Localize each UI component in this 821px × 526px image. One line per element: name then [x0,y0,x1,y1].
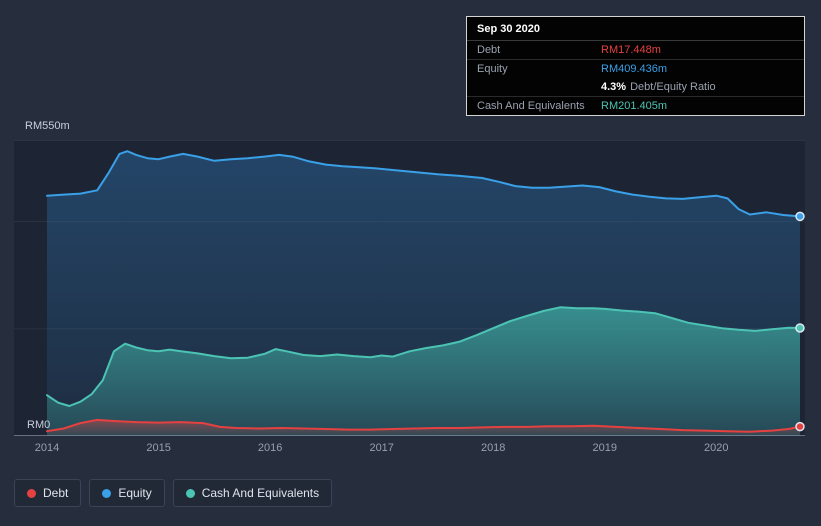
tooltip-cash-label: Cash And Equivalents [477,100,585,112]
cash-area [47,307,800,436]
legend-cash-label: Cash And Equivalents [201,486,320,500]
tooltip-equity-label: Equity [477,63,508,75]
equity-line [46,150,801,218]
debt-dot-icon [27,488,36,498]
x-axis: 2014 2015 2016 2017 2018 2019 2020 [14,442,805,458]
x-tick-2014: 2014 [34,442,60,454]
debt-area [47,419,800,436]
tooltip-row-cash: Cash And Equivalents RM201.405m [467,96,804,115]
chart-plot-area[interactable] [14,140,805,436]
tooltip-debt-value: RM17.448m [601,44,661,56]
x-tick-2016: 2016 [257,442,283,454]
legend-equity-label: Equity [118,486,152,500]
x-tick-2020: 2020 [704,442,729,454]
legend-item-cash[interactable]: Cash And Equivalents [172,479,333,507]
debt-equity-chart[interactable] [14,141,805,436]
legend: Debt Equity Cash And Equivalents [14,479,333,507]
debt-line [46,418,801,433]
cash-line [46,306,801,407]
y-axis-zero-label: RM0 [27,419,51,431]
tooltip-row-debt: Debt RM17.448m [467,41,804,59]
debt-endpoint-marker [795,421,805,432]
tooltip-cash-value: RM201.405m [601,100,668,112]
legend-item-debt[interactable]: Debt [14,479,82,507]
chart-tooltip: Sep 30 2020 Debt RM17.448m Equity RM409.… [466,16,805,116]
tooltip-row-equity: Equity RM409.436m [467,59,804,78]
x-tick-2018: 2018 [480,442,506,454]
equity-endpoint-marker [795,211,805,222]
equity-dot-icon [102,488,112,498]
x-tick-2017: 2017 [369,442,394,454]
tooltip-debt-label: Debt [477,44,501,56]
tooltip-equity-value: RM409.436m [601,63,668,75]
cash-endpoint-marker [795,323,805,333]
legend-debt-label: Debt [43,486,69,500]
tooltip-ratio-label: Debt/Equity Ratio [630,81,716,93]
tooltip-row-ratio: 4.3% Debt/Equity Ratio [467,78,804,96]
legend-item-equity[interactable]: Equity [89,479,165,507]
x-tick-2015: 2015 [146,442,171,454]
cash-dot-icon [185,488,195,498]
tooltip-date: Sep 30 2020 [467,17,804,41]
tooltip-ratio-value: 4.3% [601,81,627,93]
x-tick-2019: 2019 [592,442,618,454]
y-axis-max-label: RM550m [25,120,70,132]
